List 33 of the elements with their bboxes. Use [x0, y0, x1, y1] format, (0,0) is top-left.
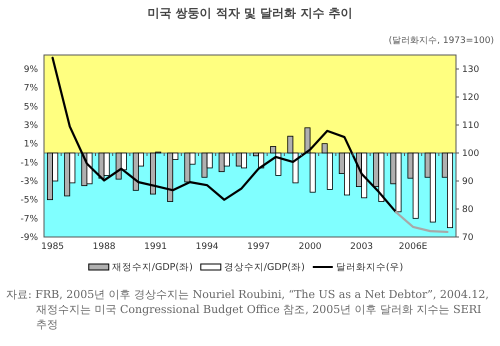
x-tick-label: 1997	[247, 242, 270, 252]
x-tick-label: 2003	[350, 242, 374, 252]
y-tick-label: -3%	[20, 177, 38, 187]
y2-tick-label: 100	[462, 149, 480, 159]
x-tick-label: 1991	[144, 242, 168, 252]
y2-tick-label: 90	[462, 177, 474, 187]
legend-label: 재정수지/GDP(좌)	[112, 262, 193, 273]
chart-title: 미국 쌍둥이 적자 및 달러화 지수 추이	[147, 6, 353, 20]
y-tick-label: -7%	[20, 214, 38, 224]
y2-tick-label: 80	[462, 205, 474, 215]
y-tick-label: -9%	[20, 233, 38, 243]
y-tick-label: 5%	[24, 102, 38, 112]
y-tick-label: 9%	[24, 65, 38, 75]
y2-axis-title: (달러화지수, 1973=100)	[388, 36, 494, 46]
y2-tick-label: 130	[462, 65, 480, 75]
legend-label: 경상수지/GDP(좌)	[224, 262, 305, 273]
x-tick-label: 2000	[298, 242, 322, 252]
y2-tick-label: 110	[462, 121, 480, 131]
x-tick-label: 1994	[196, 242, 219, 252]
line-series	[394, 210, 449, 234]
x-tick-label: 1985	[41, 242, 64, 252]
x-tick-label: 2006E	[398, 242, 428, 252]
legend-label: 달러화지수(우)	[336, 262, 404, 273]
y-tick-label: 3%	[24, 121, 38, 131]
line-series	[51, 56, 398, 214]
y2-tick-label: 70	[462, 233, 474, 243]
y-tick-label: -1%	[20, 158, 38, 168]
y-tick-label: -5%	[20, 196, 38, 206]
y2-tick-label: 120	[462, 93, 480, 103]
y-tick-label: 1%	[24, 140, 38, 150]
y-tick-label: 7%	[24, 84, 38, 94]
x-tick-label: 1988	[92, 242, 116, 252]
text: 자료: FRB, 2005년 이후 경상수지는 Nouriel Roubini, “The US as a Net Debtor”, 2004.12, 재정수지는 미국 Congressional Budget Office 참조, 2005년 이후 달러화 지수는 SERI 추정	[6, 287, 490, 332]
